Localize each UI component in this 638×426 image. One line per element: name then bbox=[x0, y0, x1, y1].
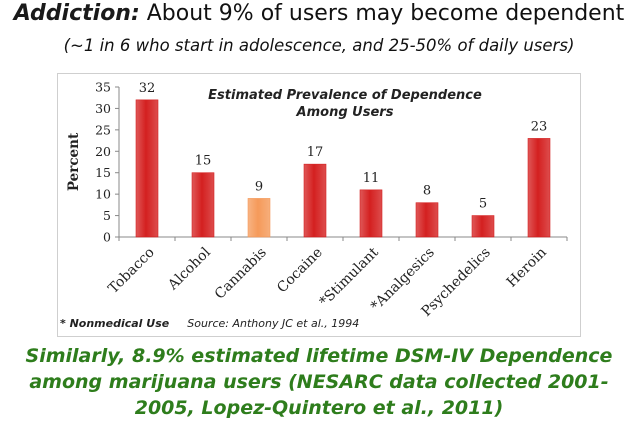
category-label-1: Alcohol bbox=[164, 244, 214, 294]
nonmedical-note: * Nonmedical Use bbox=[60, 317, 170, 330]
bar-chart: 0 5 10 15 20 25 30 35 Percent 32 Tobacco 15 Alcohol 9… bbox=[66, 80, 568, 320]
category-label-2: Cannabis bbox=[212, 245, 270, 303]
data-label-7: 23 bbox=[531, 119, 548, 134]
y-tick-label: 0 bbox=[103, 230, 111, 245]
category-label-7: Heroin bbox=[504, 245, 550, 291]
bar-1 bbox=[191, 172, 215, 238]
y-tick-label: 10 bbox=[95, 187, 111, 202]
y-tick-label: 35 bbox=[95, 80, 111, 95]
y-axis-label: Percent bbox=[66, 132, 82, 191]
slide-subtitle: (~1 in 6 who start in adolescence, and 2… bbox=[63, 36, 575, 55]
data-label-1: 15 bbox=[195, 154, 212, 169]
category-label-3: Cocaine bbox=[274, 245, 326, 297]
bar-2 bbox=[247, 198, 271, 238]
bar-5 bbox=[415, 202, 439, 238]
chart-footnote: * Nonmedical Use Source: Anthony JC et al… bbox=[60, 317, 359, 330]
chart-title-line1: Estimated Prevalence of Dependence bbox=[208, 88, 482, 103]
y-tick-label: 20 bbox=[95, 144, 111, 159]
bar-4 bbox=[359, 189, 383, 238]
headline-rest: About 9% of users may become dependent bbox=[139, 1, 625, 26]
chart-title-line2: Among Users bbox=[296, 105, 394, 120]
y-tick-label: 5 bbox=[103, 208, 111, 223]
category-label-0: Tobacco bbox=[105, 245, 157, 297]
bar-0 bbox=[135, 99, 159, 238]
data-label-5: 8 bbox=[423, 184, 431, 199]
data-label-0: 32 bbox=[139, 81, 156, 96]
y-tick-label: 30 bbox=[95, 101, 111, 116]
bar-6 bbox=[471, 215, 495, 238]
data-label-6: 5 bbox=[479, 197, 487, 212]
data-label-4: 11 bbox=[363, 171, 380, 186]
chart-title: Estimated Prevalence of Dependence Among… bbox=[185, 87, 505, 121]
slide-headline: Addiction: About 9% of users may become … bbox=[0, 0, 638, 28]
source-note: Source: Anthony JC et al., 1994 bbox=[187, 317, 360, 330]
data-label-2: 9 bbox=[255, 179, 263, 194]
bar-3 bbox=[303, 163, 327, 238]
data-label-3: 17 bbox=[307, 145, 324, 160]
bottom-summary: Similarly, 8.9% estimated lifetime DSM-I… bbox=[25, 345, 613, 419]
y-tick-label: 15 bbox=[95, 165, 111, 180]
headline-lead: Addiction: bbox=[13, 1, 140, 26]
bar-7 bbox=[527, 138, 551, 238]
y-tick-label: 25 bbox=[95, 122, 111, 137]
